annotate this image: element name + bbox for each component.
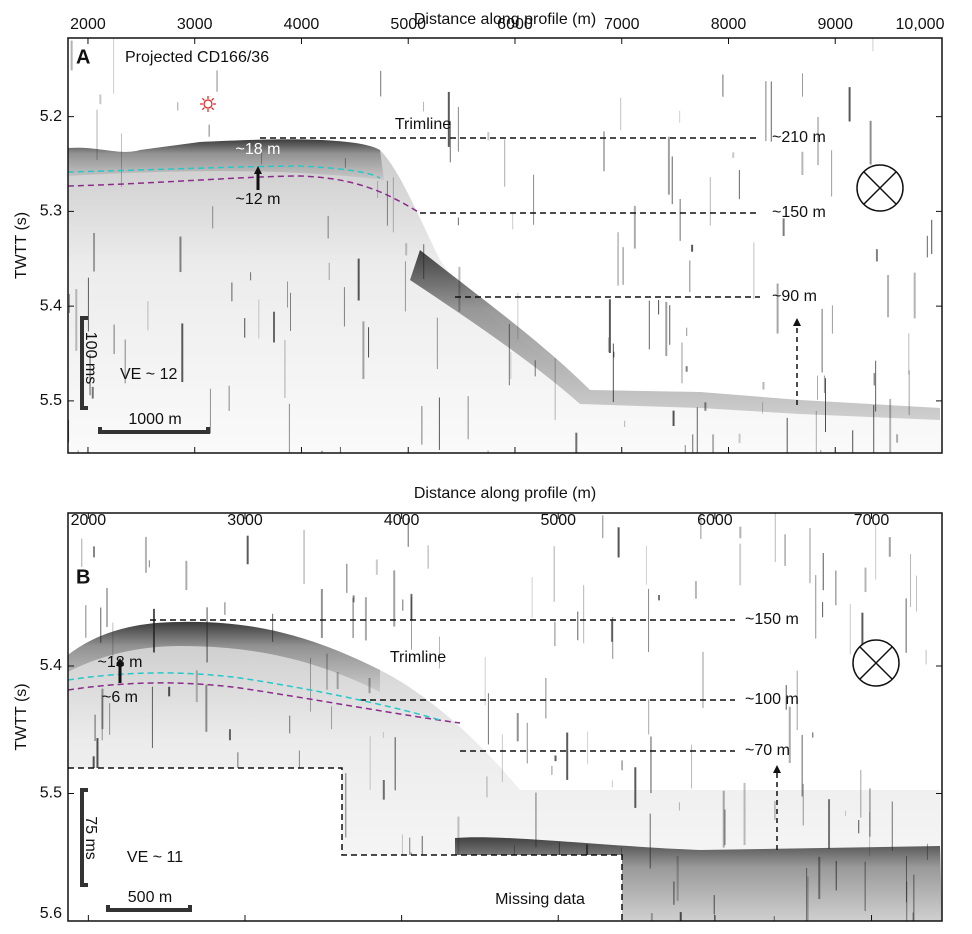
y-tick-label: 5.5 bbox=[40, 392, 62, 409]
annotation: VE ~ 12 bbox=[120, 366, 177, 383]
arrow-head bbox=[793, 318, 801, 326]
x-tick-label: 7000 bbox=[604, 16, 640, 33]
plot-frame bbox=[67, 37, 943, 454]
annotation: ~12 m bbox=[236, 191, 281, 208]
annotation: 500 m bbox=[128, 889, 172, 906]
flow-symbol-cross bbox=[863, 171, 897, 205]
x-tick-label: 3000 bbox=[227, 512, 263, 529]
x-tick-label: 4000 bbox=[384, 512, 420, 529]
core-ray bbox=[201, 97, 205, 101]
missing-area bbox=[68, 768, 622, 921]
annotation: 100 ms bbox=[82, 332, 99, 384]
y-tick-label: 5.6 bbox=[40, 905, 62, 922]
y-tick-label: 5.4 bbox=[40, 657, 62, 674]
x-axis-label: Distance along profile (m) bbox=[414, 485, 596, 502]
annotation: ~100 m bbox=[745, 691, 799, 708]
y-axis-label: TWTT (s) bbox=[13, 683, 30, 750]
x-tick-label: 5000 bbox=[390, 16, 426, 33]
annotation: Missing data bbox=[495, 891, 585, 908]
annotation: Trimline bbox=[395, 116, 451, 133]
x-tick-label: 2000 bbox=[70, 16, 106, 33]
x-tick-label: 6000 bbox=[497, 16, 533, 33]
panel-label: A bbox=[76, 46, 90, 68]
panel bbox=[68, 513, 942, 921]
annotation: 1000 m bbox=[128, 411, 181, 428]
scale-bar-vertical bbox=[80, 316, 88, 410]
x-tick-label: 7000 bbox=[854, 512, 890, 529]
annotation: ~70 m bbox=[745, 742, 790, 759]
scale-bar-vertical bbox=[80, 788, 88, 887]
x-tick-label: 6000 bbox=[697, 512, 733, 529]
horizon-line bbox=[68, 682, 461, 724]
sediment bbox=[68, 139, 942, 453]
annotation: ~18 m bbox=[98, 654, 143, 671]
core-ray bbox=[201, 107, 205, 111]
core-ray bbox=[211, 97, 215, 101]
annotation: ~210 m bbox=[772, 129, 826, 146]
horizon-line bbox=[68, 165, 381, 179]
arrow-head bbox=[773, 765, 781, 773]
annotation: VE ~ 11 bbox=[127, 849, 183, 866]
y-tick-label: 5.2 bbox=[40, 108, 62, 125]
annotation: ~6 m bbox=[102, 689, 138, 706]
reflector-band bbox=[68, 621, 380, 692]
x-tick-label: 2000 bbox=[71, 512, 107, 529]
panel bbox=[68, 38, 942, 453]
missing-outline bbox=[68, 767, 623, 921]
annotation: 75 ms bbox=[82, 816, 99, 860]
x-tick-label: 8000 bbox=[711, 16, 747, 33]
x-axis-label: Distance along profile (m) bbox=[414, 11, 596, 28]
x-tick-label: 5000 bbox=[540, 512, 576, 529]
y-tick-label: 5.5 bbox=[40, 785, 62, 802]
core-ray bbox=[211, 107, 215, 111]
reflector-band bbox=[68, 139, 384, 180]
arrow-head bbox=[254, 166, 262, 174]
y-axis-label: TWTT (s) bbox=[13, 212, 30, 279]
panel-label: B bbox=[76, 566, 90, 588]
scale-bar-horizontal bbox=[98, 427, 210, 434]
core-symbol bbox=[203, 99, 213, 109]
flow-symbol-cross bbox=[859, 646, 893, 680]
horizon-line bbox=[68, 175, 421, 214]
y-tick-label: 5.4 bbox=[40, 297, 62, 314]
annotation: ~150 m bbox=[745, 611, 799, 628]
x-tick-label: 4000 bbox=[284, 16, 320, 33]
annotation: ~150 m bbox=[772, 204, 826, 221]
reflector-band bbox=[410, 250, 940, 420]
plot-frame bbox=[67, 512, 943, 922]
annotation: Projected CD166/36 bbox=[125, 49, 269, 66]
x-tick-label: 3000 bbox=[177, 16, 213, 33]
annotation: ~90 m bbox=[772, 288, 817, 305]
y-tick-label: 5.3 bbox=[40, 203, 62, 220]
annotation: Trimline bbox=[390, 649, 446, 666]
annotation: ~18 m bbox=[236, 141, 281, 158]
arrow-head bbox=[116, 658, 124, 666]
x-tick-label: 9000 bbox=[817, 16, 853, 33]
x-tick-label: 10,000 bbox=[896, 16, 945, 33]
scale-bar-horizontal bbox=[106, 905, 192, 912]
